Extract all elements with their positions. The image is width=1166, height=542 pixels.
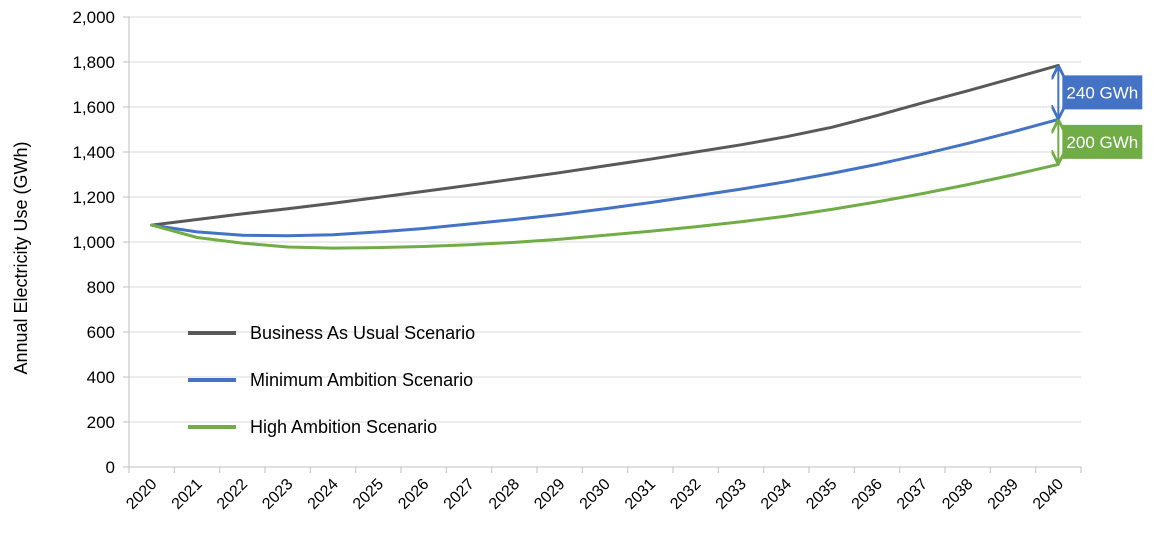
callout-label: 240 GWh (1066, 83, 1138, 102)
y-tick-label: 200 (87, 413, 115, 432)
gridlines (129, 16, 1081, 423)
y-tick-label: 400 (87, 368, 115, 387)
y-tick-label: 600 (87, 323, 115, 342)
y-tick-label: 0 (106, 458, 115, 477)
y-tick-label: 1,200 (72, 188, 115, 207)
x-tick-label: 2027 (441, 476, 478, 513)
x-tick-label: 2028 (486, 476, 523, 513)
x-tick-label: 2034 (758, 476, 795, 513)
series-line-2 (150, 117, 1060, 238)
x-tick-label: 2021 (169, 476, 206, 513)
legend-label: Business As Usual Scenario (250, 323, 475, 343)
series-line-3 (150, 162, 1060, 250)
axes: 0 200 400 600 800 1,000 1,200 1,400 1,600 1,800 2,… (72, 8, 1082, 513)
y-tick-label: 1,400 (72, 143, 115, 162)
x-tick-label: 2032 (667, 476, 704, 513)
y-tick-label: 800 (87, 278, 115, 297)
x-tick-label: 2033 (713, 476, 750, 513)
x-tick-label: 2040 (1030, 476, 1067, 513)
y-tick-label: 1,000 (72, 233, 115, 252)
x-tick-label: 2023 (259, 476, 296, 513)
callouts: 240 GWh 200 GWh (1058, 68, 1143, 161)
x-tick-label: 2037 (894, 476, 931, 513)
x-tick-label: 2038 (939, 476, 976, 513)
x-tick-label: 2031 (622, 476, 659, 513)
x-tick-label: 2035 (803, 476, 840, 513)
x-tick-label: 2024 (305, 476, 342, 513)
x-tick-label: 2029 (531, 476, 568, 513)
callout-box (1062, 75, 1143, 110)
series-line-1 (150, 63, 1060, 227)
callout-label: 200 GWh (1066, 133, 1138, 152)
legend: Business As Usual Scenario Minimum Ambiti… (188, 323, 475, 437)
legend-label: High Ambition Scenario (250, 417, 437, 437)
x-tick-label: 2030 (577, 476, 614, 513)
y-tick-label: 2,000 (72, 8, 115, 27)
y-axis-title: Annual Electricity Use (GWh) (11, 141, 31, 374)
x-tick-label: 2026 (395, 476, 432, 513)
callout-box (1062, 124, 1143, 159)
x-tick-label: 2025 (350, 476, 387, 513)
x-tick-label: 2036 (849, 476, 886, 513)
x-tick-label: 2022 (214, 476, 251, 513)
y-tick-label: 1,600 (72, 98, 115, 117)
legend-label: Minimum Ambition Scenario (250, 370, 473, 390)
x-tick-label: 2039 (985, 476, 1022, 513)
x-tick-label: 2020 (123, 476, 160, 513)
series-lines (150, 63, 1060, 250)
y-tick-label: 1,800 (72, 53, 115, 72)
